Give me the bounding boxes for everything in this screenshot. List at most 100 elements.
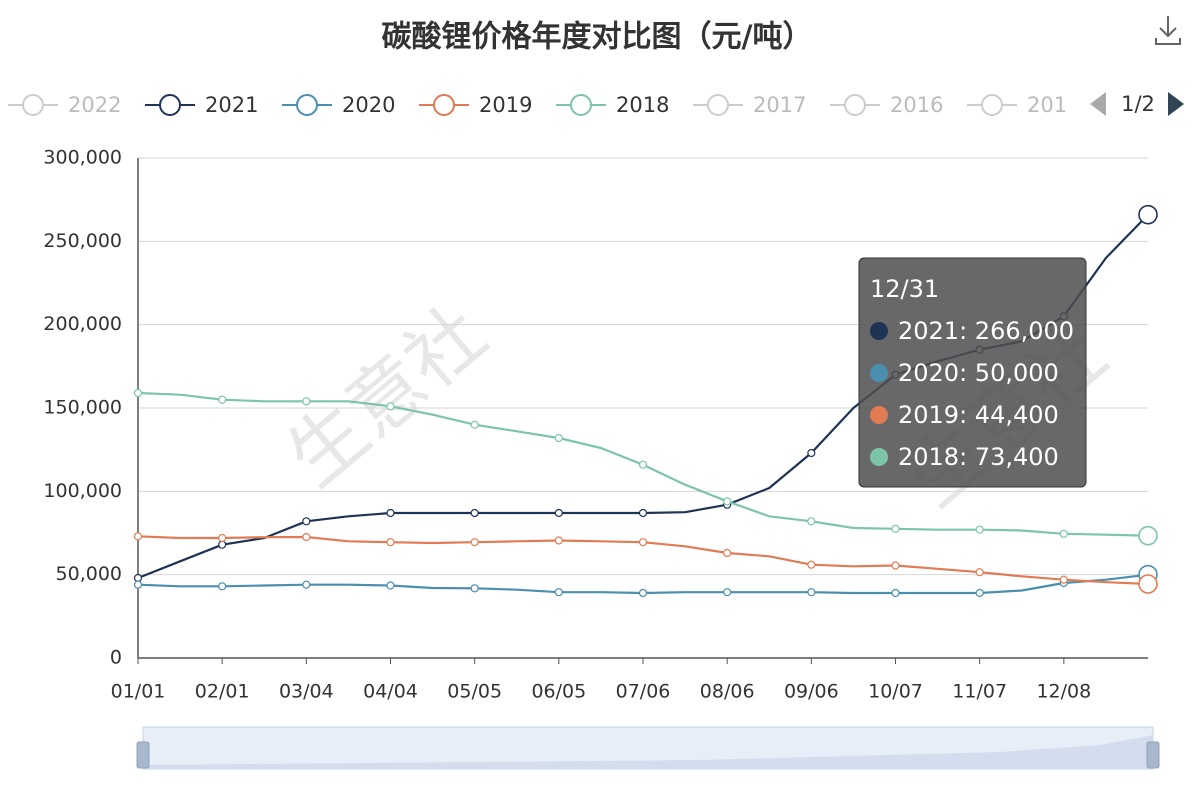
legend-marker	[707, 94, 729, 116]
data-point	[975, 588, 984, 598]
data-point	[470, 508, 479, 518]
data-point	[723, 497, 732, 506]
x-tick-label: 04/04	[363, 681, 418, 703]
data-point	[1059, 529, 1068, 538]
legend-marker	[981, 94, 1003, 116]
legend-item[interactable]: 2019	[419, 93, 532, 117]
y-tick-label: 50,000	[56, 563, 122, 585]
tooltip-box	[858, 257, 1087, 488]
data-point	[807, 588, 816, 597]
data-point	[975, 568, 984, 577]
legend-label: 2020	[342, 93, 395, 117]
data-point	[133, 532, 143, 541]
x-tick-label: 07/06	[616, 681, 671, 703]
tooltip-dot	[870, 406, 888, 424]
data-point	[133, 573, 143, 583]
data-point	[1059, 575, 1068, 584]
tooltip-title: 12/31	[870, 275, 939, 303]
tooltip-item: 2019: 44,400	[898, 401, 1059, 429]
data-zoom[interactable]	[136, 726, 1160, 770]
legend-item[interactable]: 2017	[693, 93, 806, 117]
tooltip-item: 2020: 50,000	[898, 359, 1059, 387]
data-point	[807, 560, 816, 569]
data-point	[1138, 204, 1158, 225]
data-point	[133, 388, 143, 398]
data-point	[470, 584, 479, 593]
legend-item[interactable]: 2021	[145, 93, 258, 117]
x-tick-label: 05/05	[447, 681, 502, 703]
y-tick-label: 100,000	[43, 480, 122, 502]
y-tick-label: 200,000	[43, 313, 122, 335]
legend-item[interactable]: 2016	[830, 93, 943, 117]
download-icon[interactable]	[1155, 16, 1181, 45]
legend-item[interactable]: 2018	[556, 93, 669, 117]
data-point	[386, 581, 395, 590]
legend-marker	[570, 94, 592, 116]
y-tick-label: 250,000	[43, 230, 122, 252]
tooltip-dot	[870, 448, 888, 466]
x-tick-label: 01/01	[111, 681, 166, 703]
legend-label: 2019	[479, 93, 532, 117]
data-point	[807, 448, 816, 458]
data-point	[554, 508, 563, 518]
tooltip-item: 2021: 266,000	[898, 317, 1074, 345]
data-point	[638, 588, 648, 598]
data-point	[554, 433, 563, 443]
legend-label: 2017	[753, 93, 806, 117]
data-point	[807, 517, 816, 526]
data-point	[470, 538, 479, 547]
x-tick-label: 02/01	[195, 681, 250, 703]
tooltip: 12/31 2021: 266,000 2020: 50,000 2019: 44,4…	[858, 257, 1087, 488]
legend-marker	[844, 94, 866, 116]
data-point	[638, 460, 648, 469]
data-point	[386, 508, 395, 518]
x-tick-label: 11/07	[952, 681, 1007, 703]
data-point	[1138, 574, 1158, 594]
y-tick-label: 0	[110, 647, 122, 669]
data-point	[386, 538, 395, 547]
data-point	[891, 588, 900, 598]
data-point	[638, 538, 648, 547]
data-point	[218, 582, 227, 591]
data-point	[133, 580, 143, 589]
legend-marker	[22, 94, 44, 116]
legend-label: 2018	[616, 93, 669, 117]
data-point	[723, 588, 732, 597]
data-point	[975, 525, 984, 534]
legend-next[interactable]	[1168, 92, 1184, 116]
data-point	[470, 420, 479, 429]
data-point	[554, 536, 563, 545]
data-point	[218, 533, 227, 543]
legend-item[interactable]: 2020	[282, 93, 395, 117]
legend-page: 1/2	[1121, 92, 1155, 116]
tooltip-dot	[870, 322, 888, 340]
data-point	[554, 588, 563, 597]
legend-marker	[159, 94, 181, 116]
x-tick-label: 09/06	[784, 681, 839, 703]
x-tick-label: 12/08	[1036, 681, 1091, 703]
data-point	[638, 508, 648, 518]
x-tick-label: 03/04	[279, 681, 334, 703]
data-point	[302, 397, 311, 406]
data-point	[302, 532, 311, 542]
legend-item[interactable]: 2022	[8, 93, 121, 117]
data-point	[723, 548, 732, 558]
data-point	[302, 580, 311, 589]
tooltip-dot	[870, 364, 888, 382]
legend-item[interactable]: 201	[967, 93, 1067, 117]
data-point	[218, 395, 227, 404]
tooltip-item: 2018: 73,400	[898, 443, 1059, 471]
data-point	[891, 524, 900, 533]
data-point	[386, 402, 395, 411]
x-tick-label: 10/07	[868, 681, 923, 703]
legend-marker	[296, 94, 318, 116]
watermark: 生意社	[271, 288, 503, 503]
legend-label: 2021	[205, 93, 258, 117]
data-point	[891, 561, 900, 570]
x-tick-label: 06/05	[531, 681, 586, 703]
legend-marker	[433, 94, 455, 116]
y-tick-label: 150,000	[43, 397, 122, 419]
legend-prev[interactable]	[1090, 92, 1106, 116]
data-point	[302, 517, 311, 526]
